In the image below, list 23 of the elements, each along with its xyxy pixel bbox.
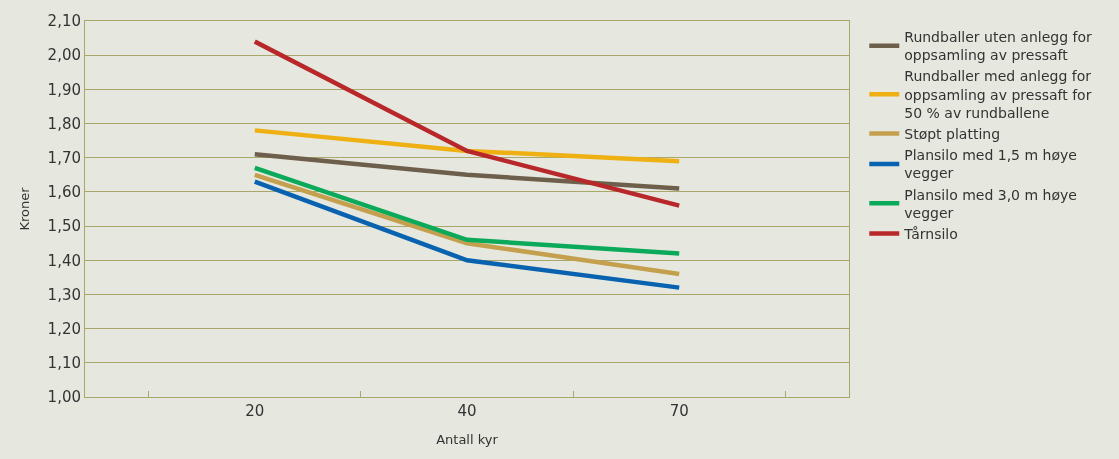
y-tick-label: 2,10	[47, 12, 81, 31]
x-tick-label: 20	[245, 402, 265, 420]
legend-label: Rundballer med anlegg for oppsamling av pressaft for 50 % av rundballene	[904, 68, 1092, 121]
y-tick-label: 1,20	[47, 319, 81, 338]
y-tick-label: 1,00	[47, 388, 81, 407]
y-tick-label: 1,30	[47, 285, 81, 304]
x-tick-label: 40	[457, 402, 477, 420]
legend-label: Rundballer uten anlegg for oppsamling av pressaft	[904, 29, 1093, 64]
y-tick-label: 1,70	[47, 148, 81, 167]
y-tick-label: 1,80	[47, 114, 81, 133]
legend-label: Tårnsilo	[903, 226, 958, 243]
y-tick-label: 1,60	[47, 183, 81, 202]
y-axis-title: Kroner	[16, 186, 32, 231]
y-tick-label: 1,10	[47, 354, 81, 373]
y-tick-label: 1,40	[47, 251, 81, 270]
x-tick-label: 70	[669, 402, 689, 420]
legend-label: Støpt platting	[904, 126, 1001, 143]
legend-label: Plansilo med 1,5 m høye vegger	[904, 147, 1077, 182]
y-tick-label: 2,00	[47, 46, 81, 65]
legend-label: Plansilo med 3,0 m høye vegger	[904, 186, 1077, 221]
y-tick-label: 1,50	[47, 217, 81, 236]
x-axis-title: Antall kyr	[436, 431, 499, 447]
y-tick-label: 1,90	[47, 80, 81, 99]
